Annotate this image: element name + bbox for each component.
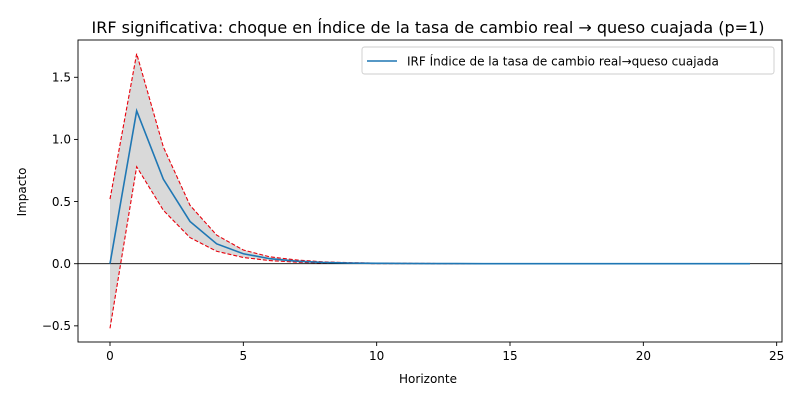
x-axis: 0 5 10 15 20 25: [106, 342, 784, 363]
x-tick-label: 25: [769, 349, 784, 363]
legend: IRF Índice de la tasa de cambio real→que…: [361, 46, 775, 75]
x-tick-label: 20: [636, 349, 651, 363]
x-tick-label: 10: [369, 349, 384, 363]
irf-series-line: [109, 107, 750, 265]
plot-frame: [77, 39, 783, 343]
y-axis-label: Impacto: [15, 168, 29, 217]
y-tick-label: −0.5: [42, 319, 71, 333]
y-axis: −0.5 0.0 0.5 1.0 1.5: [42, 71, 78, 333]
x-axis-label: Horizonte: [399, 372, 457, 386]
lower-bound-line: [109, 165, 750, 329]
y-tick-label: 1.5: [52, 71, 71, 85]
x-tick-label: 15: [502, 349, 517, 363]
plot-area: [78, 53, 782, 329]
y-tick-label: 1.0: [52, 133, 71, 147]
confidence-band: [110, 53, 750, 329]
chart-title: IRF significativa: choque en Índice de l…: [92, 18, 765, 37]
x-tick-label: 0: [106, 349, 114, 363]
y-tick-label: 0.5: [52, 195, 71, 209]
legend-box: [361, 46, 775, 75]
y-tick-label: 0.0: [52, 257, 71, 271]
legend-entry-irf: IRF Índice de la tasa de cambio real→que…: [407, 54, 719, 69]
x-tick-label: 5: [240, 349, 248, 363]
